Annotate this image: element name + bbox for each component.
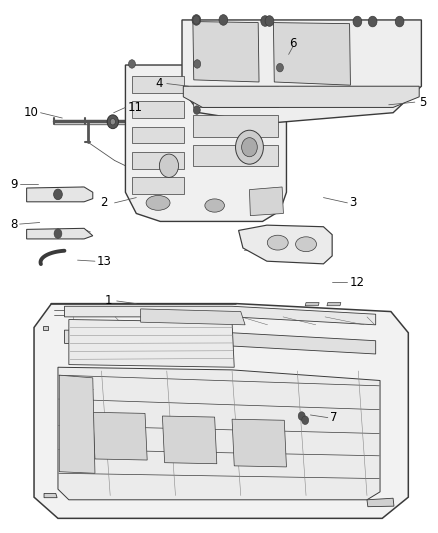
Polygon shape	[184, 86, 419, 108]
Ellipse shape	[267, 235, 288, 250]
Polygon shape	[193, 115, 278, 136]
Polygon shape	[64, 330, 376, 354]
Text: 5: 5	[419, 95, 427, 109]
Circle shape	[107, 115, 118, 128]
Circle shape	[302, 416, 309, 424]
Polygon shape	[132, 76, 184, 93]
Polygon shape	[162, 416, 217, 464]
Polygon shape	[132, 177, 184, 195]
Text: 13: 13	[97, 255, 112, 268]
Polygon shape	[327, 303, 341, 306]
Ellipse shape	[146, 196, 170, 211]
Circle shape	[219, 14, 228, 25]
Polygon shape	[34, 304, 408, 519]
Polygon shape	[27, 187, 93, 202]
Text: 12: 12	[350, 276, 364, 289]
Text: 4: 4	[155, 77, 162, 90]
Text: 7: 7	[330, 411, 338, 424]
Circle shape	[54, 229, 62, 238]
Polygon shape	[193, 144, 278, 166]
Text: 9: 9	[11, 178, 18, 191]
Circle shape	[261, 15, 269, 26]
Polygon shape	[193, 21, 259, 82]
Polygon shape	[182, 20, 421, 123]
Polygon shape	[239, 225, 332, 264]
Ellipse shape	[205, 199, 224, 212]
Ellipse shape	[296, 237, 317, 252]
Text: 2: 2	[100, 196, 108, 209]
Circle shape	[265, 15, 274, 26]
Circle shape	[242, 138, 257, 157]
Circle shape	[53, 189, 62, 200]
Polygon shape	[367, 498, 394, 507]
Polygon shape	[43, 326, 48, 330]
Polygon shape	[305, 303, 319, 306]
Circle shape	[128, 60, 135, 68]
Polygon shape	[141, 309, 245, 325]
Circle shape	[298, 412, 305, 420]
Circle shape	[192, 14, 201, 25]
Polygon shape	[193, 86, 278, 108]
Polygon shape	[125, 65, 286, 221]
Polygon shape	[44, 494, 57, 498]
Circle shape	[368, 16, 377, 27]
Polygon shape	[273, 22, 350, 85]
Circle shape	[194, 60, 201, 68]
Polygon shape	[27, 228, 93, 239]
Polygon shape	[132, 126, 184, 143]
Circle shape	[276, 63, 283, 72]
Polygon shape	[93, 413, 147, 460]
Polygon shape	[132, 152, 184, 169]
Text: 6: 6	[289, 37, 297, 50]
Circle shape	[193, 106, 200, 114]
Circle shape	[236, 130, 263, 164]
Text: 10: 10	[24, 106, 39, 119]
Circle shape	[110, 118, 116, 125]
Text: 11: 11	[127, 101, 143, 114]
Polygon shape	[58, 367, 380, 500]
Polygon shape	[59, 375, 95, 473]
Polygon shape	[232, 419, 286, 467]
Circle shape	[353, 16, 362, 27]
Text: 3: 3	[350, 196, 357, 209]
Polygon shape	[69, 319, 234, 367]
Polygon shape	[64, 306, 376, 325]
Circle shape	[395, 16, 404, 27]
Circle shape	[193, 15, 200, 24]
Polygon shape	[250, 187, 283, 216]
Text: 8: 8	[11, 217, 18, 231]
Circle shape	[159, 154, 179, 177]
Polygon shape	[132, 101, 184, 118]
Text: 1: 1	[105, 294, 113, 308]
